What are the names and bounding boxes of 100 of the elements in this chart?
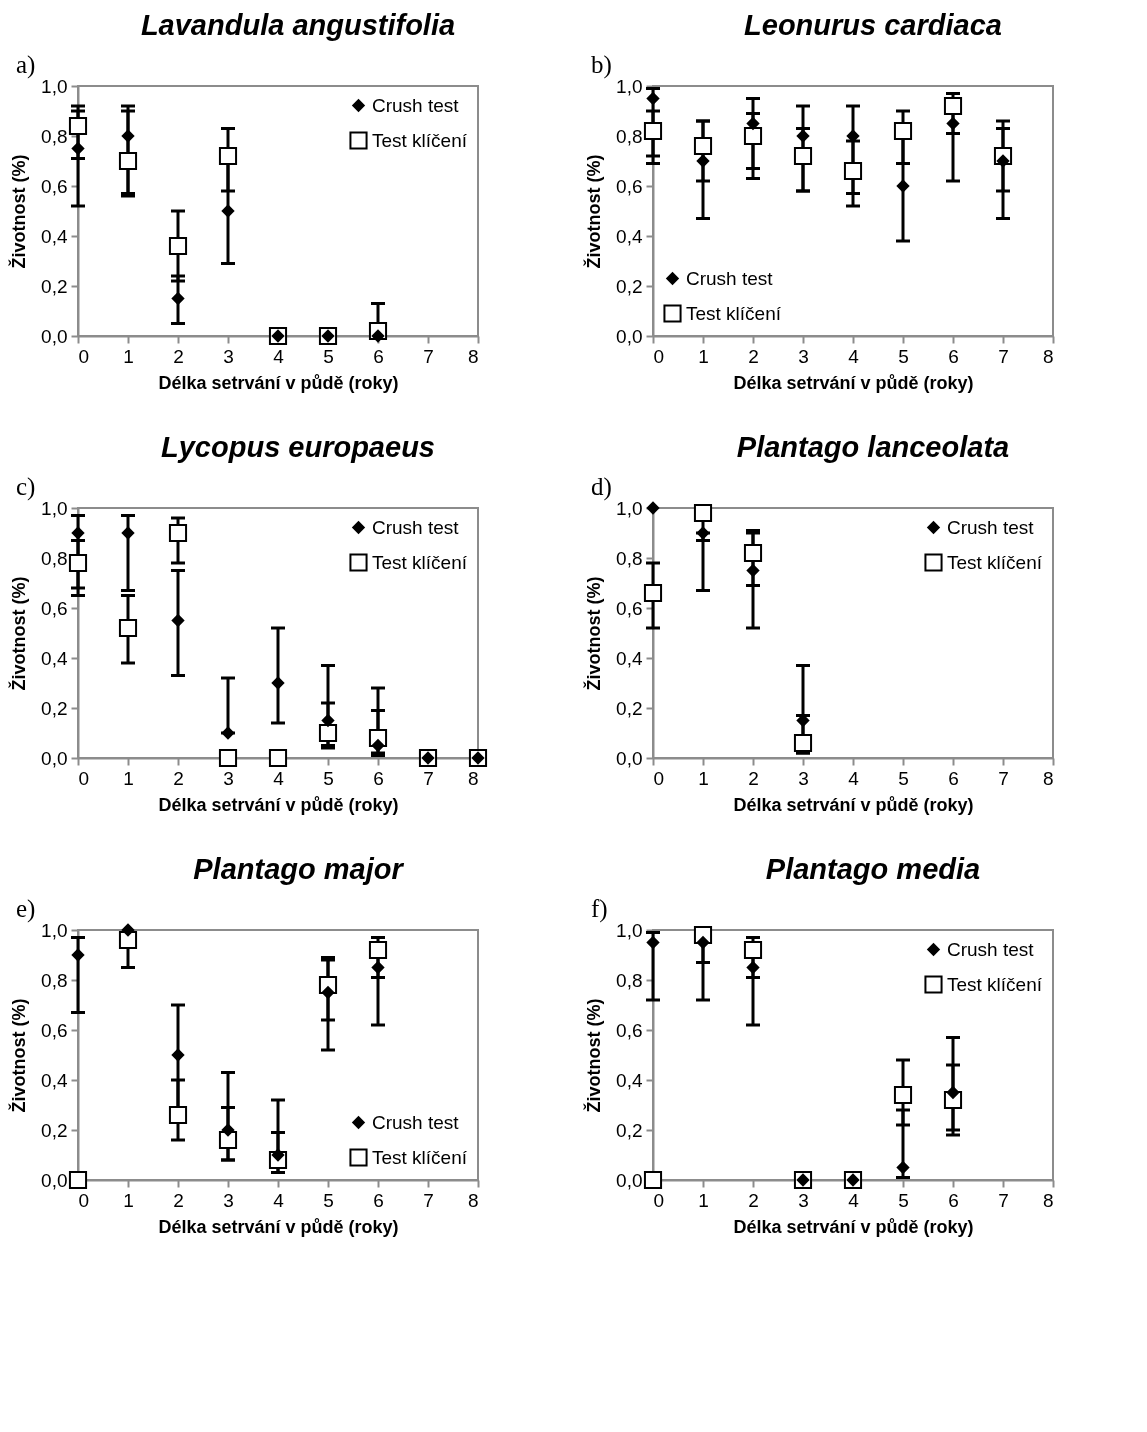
- x-tick-label: 7: [998, 1189, 1009, 1211]
- y-tick-label: 0,0: [616, 747, 643, 769]
- legend-label: Crush test: [686, 267, 774, 289]
- x-tick-label: 4: [273, 1189, 285, 1211]
- x-tick-label: 7: [423, 1189, 434, 1211]
- x-tick-label: 8: [1042, 1189, 1054, 1211]
- x-tick-label: 5: [898, 767, 909, 789]
- legend-label: Crush test: [372, 1111, 460, 1133]
- point: [368, 940, 388, 960]
- point: [221, 1123, 235, 1137]
- point: [896, 1161, 910, 1174]
- point: [893, 1085, 913, 1105]
- x-tick-label: 8: [1042, 345, 1054, 367]
- x-tick-label: 1: [698, 1189, 709, 1211]
- x-tick-label: 3: [798, 345, 809, 367]
- y-tick-label: 0,6: [41, 1019, 68, 1041]
- x-tick-label: 1: [123, 767, 134, 789]
- x-tick-label: 2: [173, 767, 184, 789]
- y-tick-label: 0,8: [616, 969, 643, 991]
- y-tick-label: 0,6: [41, 597, 68, 619]
- point: [746, 564, 760, 577]
- legend-label: Test klíčení: [372, 129, 468, 151]
- y-tick-label: 0,2: [41, 1119, 68, 1141]
- point: [118, 618, 138, 638]
- legend-label: Test klíčení: [947, 973, 1043, 995]
- y-tick-label: 0,2: [41, 275, 68, 297]
- point: [946, 1086, 960, 1099]
- x-tick-label: 8: [467, 1189, 479, 1211]
- y-tick-label: 0,8: [41, 547, 68, 569]
- point: [318, 723, 338, 743]
- y-tick-label: 0,2: [616, 1119, 643, 1141]
- x-tick-label: 1: [698, 345, 709, 367]
- x-tick-label: 2: [173, 1189, 184, 1211]
- x-tick-label: 1: [698, 767, 709, 789]
- x-tick-label: 3: [223, 1189, 234, 1211]
- x-tick-label: 4: [273, 767, 285, 789]
- x-tick-label: 0: [78, 1189, 90, 1211]
- x-tick-label: 3: [798, 767, 809, 789]
- point: [693, 503, 713, 523]
- point: [371, 961, 385, 974]
- x-tick-label: 6: [373, 1189, 384, 1211]
- point: [71, 526, 85, 540]
- point: [893, 121, 913, 141]
- x-tick-label: 3: [798, 1189, 809, 1211]
- x-tick-label: 5: [898, 1189, 909, 1211]
- x-tick-label: 5: [323, 767, 334, 789]
- x-tick-label: 3: [223, 345, 234, 367]
- y-tick-label: 1,0: [616, 919, 643, 941]
- x-tick-label: 6: [948, 1189, 959, 1211]
- chart-title: Plantago lanceolata: [736, 431, 1010, 463]
- chart-title: Plantago media: [765, 853, 981, 885]
- point: [746, 117, 760, 130]
- text: f): [591, 895, 608, 923]
- point: [218, 1130, 238, 1150]
- chart-title: Plantago major: [193, 853, 405, 885]
- y-tick-label: 0,0: [41, 325, 68, 347]
- point: [796, 129, 810, 143]
- point: [321, 714, 335, 727]
- point: [171, 1048, 185, 1062]
- point: [746, 961, 760, 974]
- x-tick-label: 2: [173, 345, 184, 367]
- x-tick-label: 7: [423, 345, 434, 367]
- point: [218, 748, 238, 768]
- point: [171, 614, 185, 627]
- y-tick-label: 1,0: [41, 919, 68, 941]
- y-tick-label: 0,6: [41, 175, 68, 197]
- x-tick-label: 6: [948, 767, 959, 789]
- x-axis-title: Délka setrvání v půdě (roky): [733, 1216, 974, 1237]
- x-tick-label: 0: [653, 1189, 665, 1211]
- point: [121, 923, 135, 937]
- legend-label: Crush test: [947, 938, 1035, 960]
- point: [696, 936, 710, 949]
- point: [68, 116, 88, 136]
- x-tick-label: 1: [123, 345, 134, 367]
- point: [118, 151, 138, 171]
- x-tick-label: 2: [748, 767, 759, 789]
- y-tick-label: 0,6: [616, 1019, 643, 1041]
- y-tick-label: 0,4: [41, 1069, 68, 1091]
- x-tick-label: 5: [323, 345, 334, 367]
- chart-title: Lavandula angustifolia: [140, 9, 456, 41]
- y-tick-label: 1,0: [41, 497, 68, 519]
- x-tick-label: 2: [748, 345, 759, 367]
- text: c): [16, 473, 36, 501]
- x-tick-label: 8: [467, 345, 479, 367]
- point: [693, 136, 713, 156]
- x-tick-label: 4: [848, 1189, 860, 1211]
- y-axis-title: Životnost (%): [583, 576, 605, 691]
- x-tick-label: 3: [223, 767, 234, 789]
- x-axis-title: Délka setrvání v půdě (roky): [733, 372, 974, 393]
- point: [121, 526, 135, 540]
- text: e): [16, 895, 36, 923]
- y-tick-label: 0,4: [41, 647, 68, 669]
- y-tick-label: 0,4: [616, 647, 643, 669]
- point: [221, 204, 235, 218]
- text: d): [591, 473, 612, 501]
- x-tick-label: 8: [1042, 767, 1054, 789]
- point: [68, 553, 88, 573]
- y-tick-label: 0,8: [616, 125, 643, 147]
- point: [696, 154, 710, 168]
- point: [743, 940, 763, 960]
